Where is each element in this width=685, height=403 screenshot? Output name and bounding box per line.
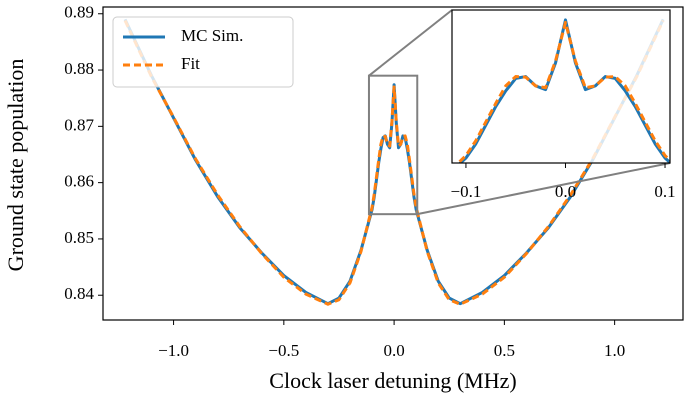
y-tick-label: 0.85 — [64, 228, 94, 247]
y-tick-label: 0.89 — [64, 3, 94, 22]
series-line — [458, 18, 670, 163]
y-tick-label: 0.87 — [64, 115, 94, 134]
axes-frame — [102, 6, 684, 321]
series-line — [456, 20, 670, 163]
x-tick-label: −1.0 — [158, 341, 189, 360]
x-tick-label: 1.0 — [604, 341, 625, 360]
series-line — [123, 19, 665, 306]
legend-label: Fit — [181, 54, 200, 73]
inset-x-tick-label: 0.0 — [555, 182, 576, 201]
x-tick-label: 0.0 — [383, 341, 404, 360]
x-tick-label: 0.5 — [494, 341, 515, 360]
inset-x-tick-label: 0.1 — [654, 182, 675, 201]
zoom-box — [367, 74, 419, 216]
connector — [368, 9, 453, 77]
inset-frame — [451, 9, 671, 164]
y-tick-label: 0.86 — [64, 172, 94, 191]
x-tick-label: −0.5 — [268, 341, 299, 360]
y-tick-label: 0.88 — [64, 59, 94, 78]
legend-label: MC Sim. — [181, 26, 243, 45]
plot-area — [123, 18, 665, 306]
legend-box — [112, 16, 294, 88]
inset-x-tick-label: −0.1 — [451, 182, 482, 201]
y-axis-label: Ground state population — [3, 59, 28, 272]
y-tick-label: 0.84 — [64, 284, 94, 303]
x-axis-label: Clock laser detuning (MHz) — [269, 368, 516, 393]
connector — [417, 162, 671, 216]
inset-plot — [456, 18, 670, 163]
